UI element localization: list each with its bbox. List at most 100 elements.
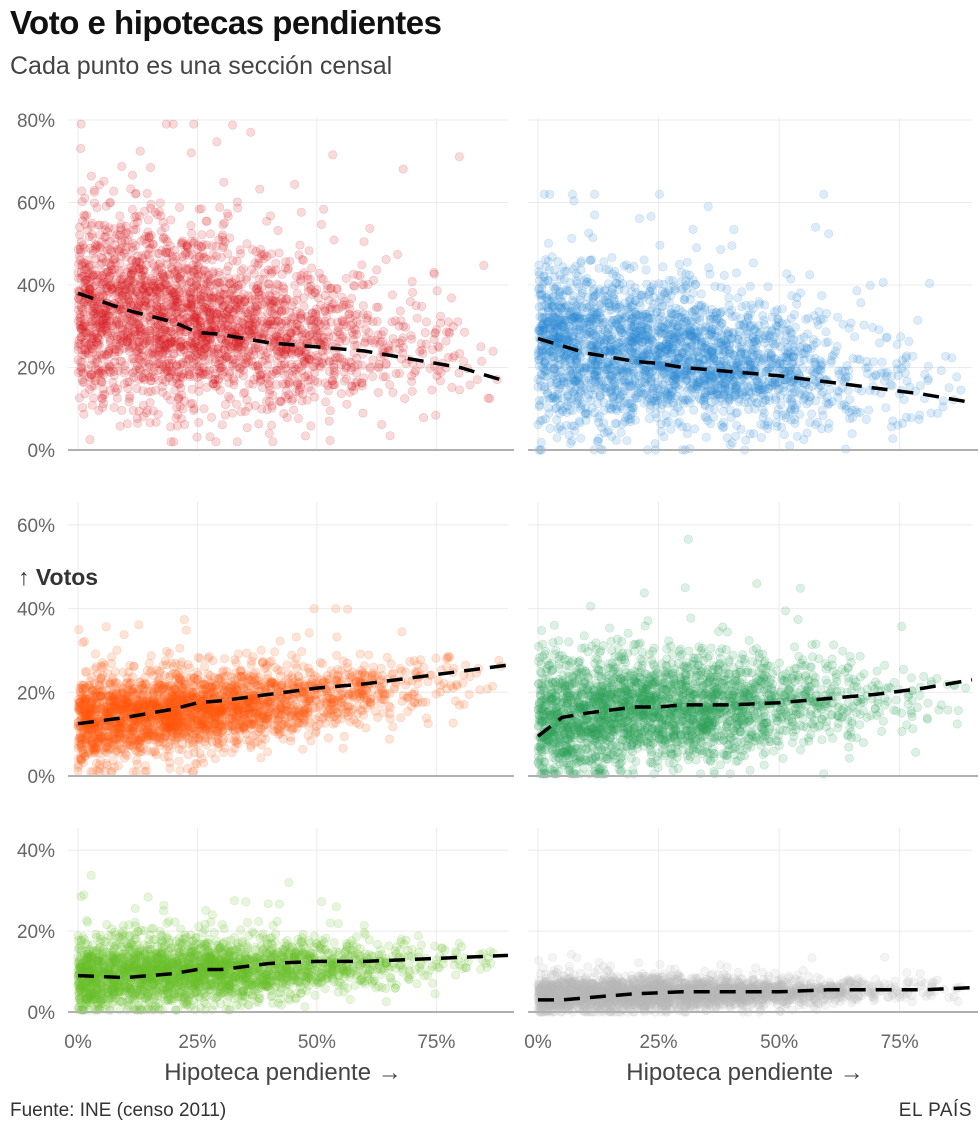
data-point [324,416,334,426]
data-point [369,338,379,348]
data-point [704,263,714,273]
data-point [407,334,417,344]
data-point [309,361,319,371]
data-point [377,420,387,430]
data-point [135,146,145,156]
data-point [162,327,172,337]
data-point [904,336,914,346]
data-point [87,232,97,242]
data-point [117,405,127,415]
data-point [225,233,235,243]
data-point [309,392,319,402]
data-point [152,210,162,220]
data-point [196,204,206,214]
data-point [178,303,188,313]
data-point [128,170,138,180]
data-point [223,249,233,259]
data-point [878,277,888,287]
data-point [372,316,382,326]
data-point [191,279,201,289]
data-point [218,220,228,230]
data-point [381,255,391,265]
data-point [115,211,125,221]
data-point [246,264,256,274]
data-point [454,385,464,395]
data-point [700,379,710,389]
data-point [131,257,141,267]
data-point [881,403,891,413]
data-point [336,389,346,399]
data-point [89,198,99,208]
data-point [306,421,316,431]
y-tick-label: 80% [17,111,55,132]
data-point [194,386,204,396]
data-point [242,423,252,433]
data-point [215,202,225,212]
data-point [332,352,342,362]
data-point [821,327,831,337]
data-point [432,371,442,381]
data-point [98,290,108,300]
data-point [535,283,545,293]
data-point [222,208,232,218]
data-point [195,366,205,376]
data-point [122,252,132,262]
data-point [485,394,495,404]
data-point [441,336,451,346]
data-point [565,277,575,287]
data-point [290,179,300,189]
data-point [488,346,498,356]
data-point [408,287,418,297]
data-point [357,360,367,370]
data-point [401,322,411,332]
data-point [76,362,86,372]
data-point [566,438,576,448]
data-point [427,385,437,395]
data-point [198,249,208,259]
data-point [353,270,363,280]
data-point [258,346,268,356]
data-point [827,351,837,361]
data-point [153,366,163,376]
data-point [206,229,216,239]
data-point [363,279,373,289]
data-point [358,301,368,311]
data-point [117,161,127,171]
data-point [146,244,156,254]
data-point [259,328,269,338]
data-point [428,345,438,355]
data-point [378,372,388,382]
data-point [355,319,365,329]
data-point [287,370,297,380]
data-point [365,224,375,234]
data-point [154,260,164,270]
data-point [239,297,249,307]
data-point [130,357,140,367]
data-point [352,329,362,339]
data-point [119,343,129,353]
data-point [320,316,330,326]
data-point [240,345,250,355]
data-point [77,197,87,207]
data-point [763,282,773,292]
data-point [158,387,168,397]
data-point [174,392,184,402]
data-point [117,236,127,246]
data-point [105,198,115,208]
data-point [913,315,923,325]
data-point [421,317,431,327]
data-point [552,433,562,443]
data-point [745,281,755,291]
data-point [253,361,263,371]
data-point [267,420,277,430]
data-point [197,230,207,240]
data-point [253,306,263,316]
data-point [302,395,312,405]
data-point [591,332,601,342]
data-point [925,278,935,288]
data-point [89,281,99,291]
scatter-points [533,189,966,455]
data-point [139,280,149,290]
data-point [76,143,86,153]
data-point [644,290,654,300]
